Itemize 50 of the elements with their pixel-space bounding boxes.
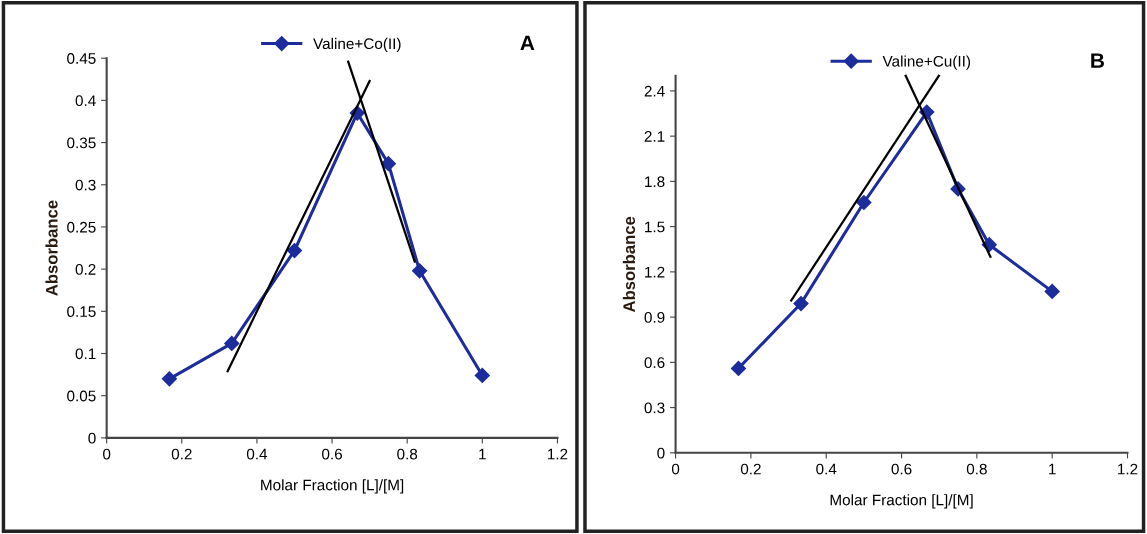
- y-tick-label: 0.25: [67, 221, 96, 233]
- text: B: [1091, 53, 1104, 68]
- legend-label: Valine+Cu(II): [882, 55, 971, 70]
- y-tick-label: 0.3: [644, 402, 665, 414]
- y-tick-label: 2.1: [644, 131, 665, 142]
- y-tick-label: 0.2: [75, 264, 96, 275]
- x-tick-label: 1: [1049, 463, 1056, 475]
- x-tick-label: 0.4: [816, 463, 837, 475]
- y-axis-title: Absorbance: [622, 216, 636, 313]
- y-tick-label: 0.6: [644, 357, 665, 369]
- x-tick-label: 1.2: [547, 448, 568, 460]
- y-tick-label: 0: [88, 432, 96, 444]
- x-tick-label: 1: [479, 448, 486, 460]
- point: [161, 371, 177, 387]
- y-tick-label: 0.3: [75, 179, 96, 191]
- point: [793, 295, 809, 312]
- y-tick-label: 0.1: [75, 348, 96, 360]
- x-tick-label: 0.2: [171, 448, 192, 460]
- point: [730, 360, 747, 376]
- y-tick-label: 0.05: [67, 390, 96, 402]
- y-axis-title: Absorbance: [45, 200, 58, 296]
- point: [286, 243, 303, 259]
- x-tick-label: 0.6: [322, 448, 342, 460]
- x-axis-title: Molar Fraction [L]/[M]: [261, 479, 404, 494]
- y-tick-label: 0.15: [67, 306, 96, 318]
- x-tick-label: 0.8: [397, 448, 418, 460]
- x-tick-label: 0.6: [891, 463, 912, 475]
- y-tick-label: 2.4: [644, 85, 665, 97]
- y-tick-label: 0.4: [75, 95, 96, 107]
- y-tick-label: 1.2: [645, 266, 665, 278]
- legend-label: Valine+Co(II): [313, 37, 401, 53]
- x-tick-label: 0.8: [966, 463, 987, 475]
- x-tick-label: 0: [671, 463, 680, 475]
- point: [1044, 283, 1060, 300]
- y-tick-label: 1.8: [645, 176, 665, 188]
- x-tick-label: 0.4: [246, 448, 268, 460]
- point: [412, 263, 428, 279]
- point: [224, 335, 240, 351]
- y-tick-label: 1.5: [645, 221, 665, 233]
- point: [856, 194, 872, 211]
- y-tick-label: 0.45: [67, 53, 96, 64]
- point: [380, 156, 396, 172]
- x-tick-label: 1.2: [1118, 463, 1138, 475]
- text: A: [520, 35, 535, 51]
- point: [474, 367, 490, 384]
- y-tick-label: 0.9: [644, 311, 665, 323]
- x-tick-label: 0: [103, 448, 111, 460]
- x-tick-label: 0.2: [740, 463, 761, 475]
- y-tick-label: 0.35: [67, 137, 96, 149]
- x-axis-title: Molar Fraction [L]/[M]: [830, 494, 973, 509]
